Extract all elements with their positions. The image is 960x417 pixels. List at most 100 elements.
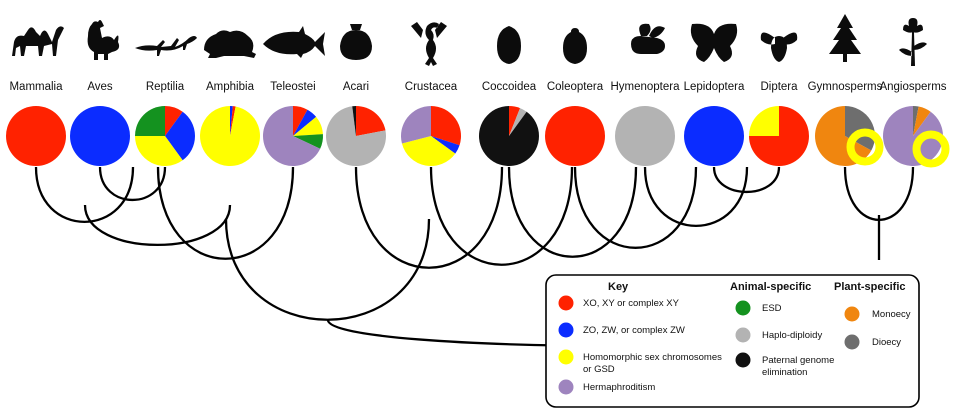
fly-icon [760, 32, 798, 62]
butterfly-icon [690, 23, 738, 62]
pie-slice-esd [135, 106, 165, 136]
taxon-label: Coccoidea [482, 81, 537, 93]
pie-slice-haplo [615, 106, 675, 166]
legend-label: Haplo-diploidy [762, 330, 822, 341]
taxon-label: Coleoptera [547, 81, 604, 93]
pie-chart-coleoptera [545, 106, 605, 166]
tree-branch [34, 166, 135, 224]
legend-label: Paternal genome [762, 355, 834, 366]
pie-slice-xy [509, 105, 521, 136]
pie-chart-teleostei [263, 106, 323, 167]
tree-branch [573, 166, 698, 249]
pie-slice-zw [293, 109, 317, 136]
taxon-label: Diptera [760, 81, 798, 93]
pie-chart-crustacea [401, 106, 462, 166]
legend-label: or GSD [583, 364, 615, 375]
tree-branch [429, 166, 574, 266]
legend-label: XO, XY or complex XY [583, 298, 680, 309]
legend-label: Hermaphroditism [583, 382, 655, 393]
taxon-label: Aves [87, 81, 113, 93]
pie-slice-pge [478, 106, 539, 167]
pie-slice-homomorphic [293, 116, 323, 136]
pie-chart-angiosperms [883, 106, 944, 167]
pie-slice-xy [545, 106, 605, 166]
pie-slice-zw [230, 106, 233, 136]
tree-branch [83, 204, 232, 247]
lizard-icon [135, 36, 197, 56]
bee-icon [631, 23, 665, 54]
pie-slice-hermaphroditism [883, 106, 944, 167]
rooster-icon [87, 20, 120, 60]
frog-icon [204, 30, 256, 58]
pie-slice-monoecy [814, 106, 872, 167]
legend-swatch-homomorphic [558, 349, 574, 365]
pie-chart-acari [326, 106, 387, 166]
legend-swatch-dioecy [844, 334, 860, 350]
taxon-label: Hymenoptera [610, 81, 680, 93]
legend-swatch-esd [735, 300, 751, 316]
legend-box [545, 274, 920, 408]
pie-chart-lepidoptera [684, 106, 744, 166]
pie-slice-esd [293, 134, 323, 149]
scorpion-icon [411, 22, 447, 66]
tree-branch [712, 166, 781, 194]
taxon-label: Teleostei [270, 81, 315, 93]
taxon-label: Gymnosperms [808, 81, 883, 93]
taxon-label: Mammalia [9, 81, 63, 93]
taxon-label: Amphibia [206, 81, 255, 93]
taxon-label: Acari [343, 81, 369, 93]
pie-slice-xy [230, 106, 236, 136]
taxon-label: Reptilia [146, 81, 185, 93]
pie-slice-hermaphroditism [401, 106, 431, 144]
pie-ring-homomorphic [846, 128, 884, 166]
beetle-icon [563, 28, 587, 64]
taxon-labels: Mammalia Aves Reptilia Amphibia Teleostei Aca… [9, 81, 946, 93]
legend-plant-title: Plant-specific [834, 281, 906, 293]
tick-icon [340, 24, 372, 60]
pie-slice-homomorphic [749, 106, 779, 136]
pie-slice-hermaphroditism [263, 106, 321, 167]
legend-swatch-xy [558, 295, 574, 311]
tree-branch [643, 166, 749, 227]
taxon-label: Lepidoptera [684, 81, 745, 93]
pie-chart-mammalia [6, 106, 66, 166]
legend-swatch-zw [558, 322, 574, 338]
flower-icon [899, 18, 927, 66]
pie-slice-monoecy [913, 106, 931, 136]
pie-slice-homomorphic [200, 106, 261, 166]
pie-slice-homomorphic [401, 136, 456, 166]
pie-ring-homomorphic [912, 130, 950, 168]
legend-swatch-haplo [735, 327, 751, 343]
pie-charts [6, 105, 950, 168]
legend-label: Dioecy [872, 337, 901, 348]
pie-slice-homomorphic [135, 136, 183, 167]
pie-slice-xy [356, 106, 386, 136]
pie-slice-zw [431, 136, 460, 154]
pie-chart-coccoidea [478, 105, 539, 167]
pie-slice-xy [431, 106, 462, 146]
pie-slice-haplo [509, 108, 527, 136]
pie-chart-diptera [749, 106, 809, 166]
fish-icon [263, 26, 325, 58]
pie-chart-amphibia [200, 106, 261, 166]
pie-chart-aves [70, 106, 130, 166]
tree-branch [354, 166, 504, 269]
camel-icon [12, 26, 64, 56]
pie-chart-reptilia [135, 106, 195, 167]
legend-swatch-hermaphroditism [558, 379, 574, 395]
legend-title: Key [608, 281, 629, 293]
legend-animal-title: Animal-specific [730, 281, 811, 293]
legend-swatch-pge [735, 352, 751, 368]
tree-branch [224, 218, 431, 321]
legend-label: ESD [762, 303, 782, 314]
legend-swatch-monoecy [844, 306, 860, 322]
pie-slice-xy [165, 106, 183, 136]
scale-insect-icon [497, 26, 521, 64]
taxon-icons [12, 14, 927, 66]
pie-slice-zw [165, 111, 195, 161]
tree-branch [156, 166, 295, 260]
tree-branch [98, 166, 167, 201]
pie-slice-dioecy [913, 106, 919, 136]
legend-label: Homomorphic sex chromosomes [583, 352, 722, 363]
